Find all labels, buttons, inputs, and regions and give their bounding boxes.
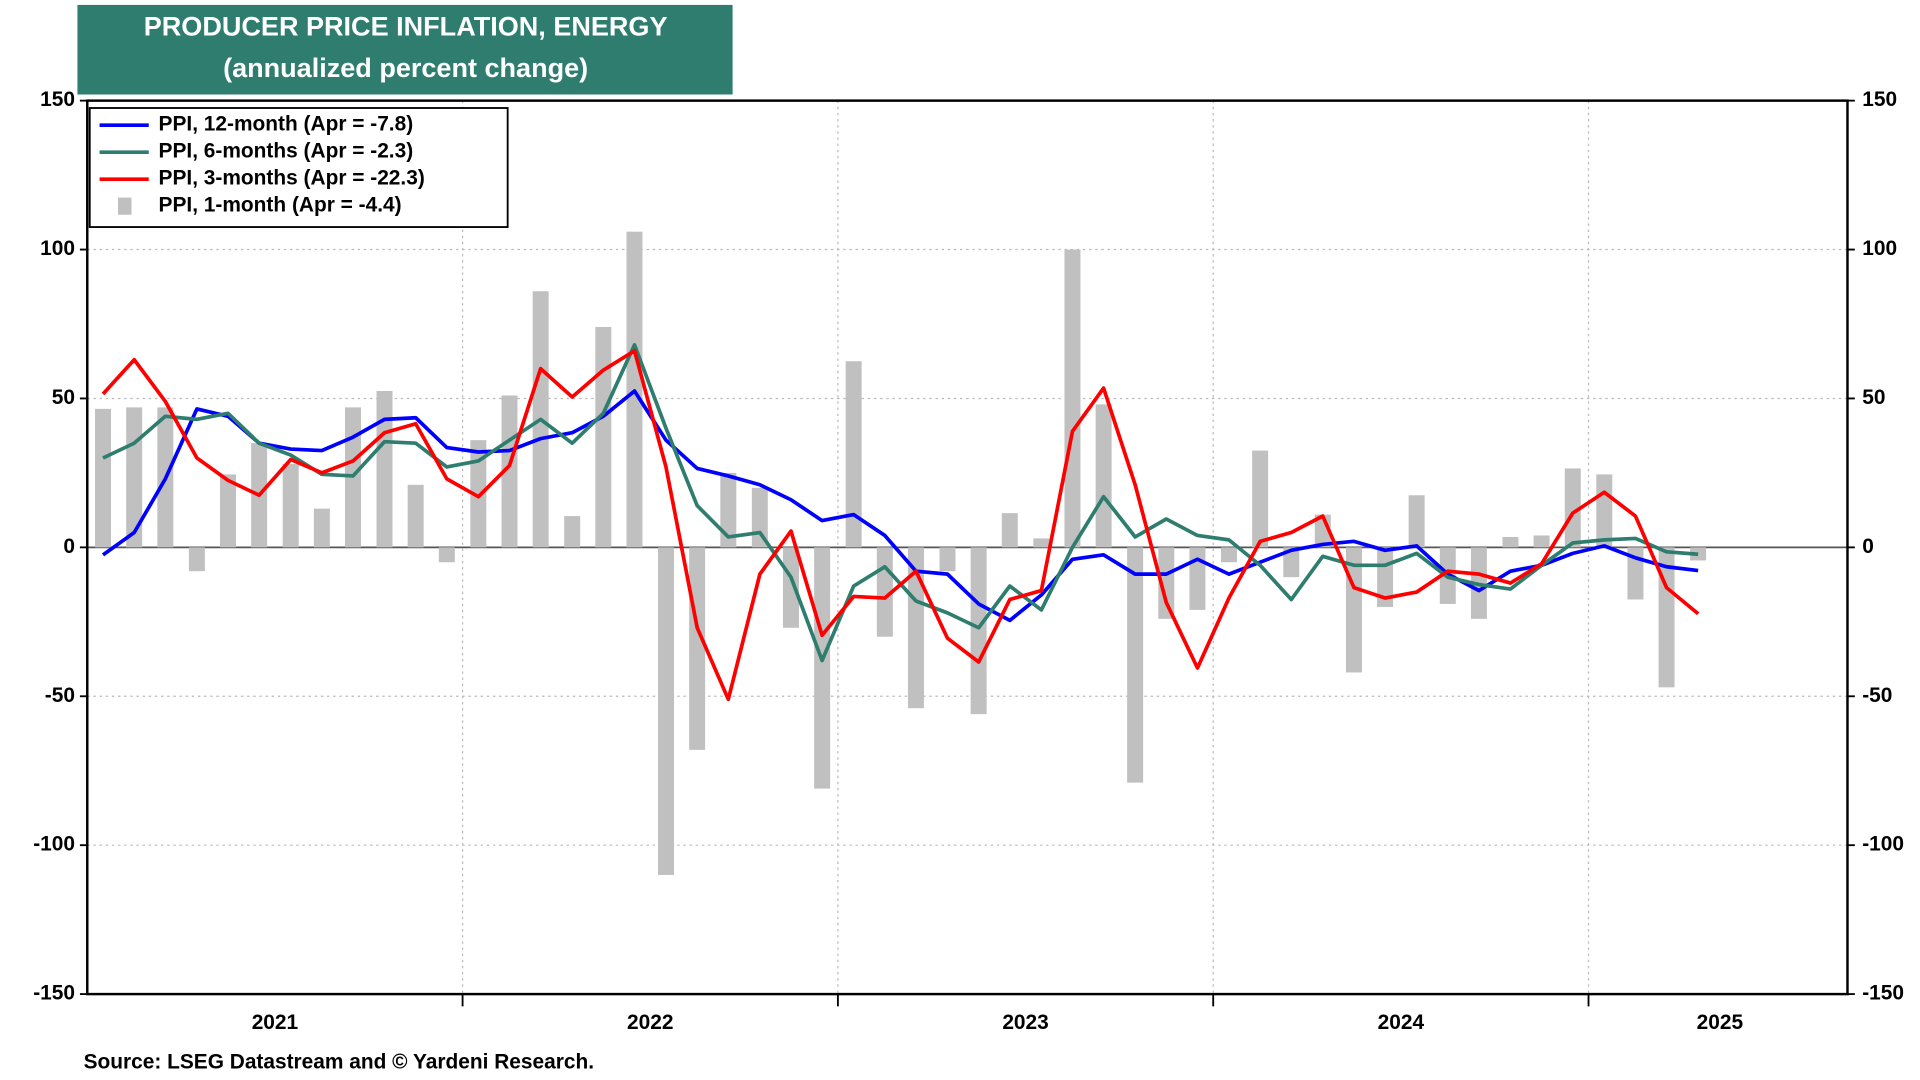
bar	[1064, 249, 1081, 548]
bar	[376, 391, 393, 548]
bar	[1095, 404, 1112, 548]
y-tick-label: 150	[40, 88, 75, 111]
y-tick-label: 100	[40, 237, 75, 260]
bar	[1001, 513, 1018, 548]
bar	[282, 463, 299, 548]
legend-label: PPI, 3-months (Apr = -22.3)	[159, 167, 425, 190]
legend-label: PPI, 6-months (Apr = -2.3)	[159, 140, 414, 163]
y2-tick-label: 0	[1862, 535, 1874, 558]
x-tick-label: 2022	[627, 1011, 673, 1034]
y-tick-label: -100	[33, 833, 75, 856]
bar	[970, 547, 987, 715]
y2-tick-label: 100	[1862, 237, 1897, 260]
bar	[1596, 474, 1613, 548]
bar	[845, 361, 862, 548]
bar	[907, 547, 924, 709]
bar	[1220, 547, 1237, 563]
title-box	[77, 4, 733, 95]
bar	[939, 547, 956, 572]
y2-tick-label: 50	[1862, 386, 1885, 409]
bar	[1189, 547, 1206, 610]
bar	[313, 508, 330, 548]
bar	[689, 547, 706, 750]
x-tick-label: 2023	[1002, 1011, 1048, 1034]
bar	[720, 472, 737, 548]
bar	[564, 516, 581, 548]
bar	[595, 326, 612, 548]
bar	[501, 395, 518, 548]
legend-swatch	[118, 197, 132, 215]
source-note: Source: LSEG Datastream and © Yardeni Re…	[84, 1050, 594, 1073]
y-tick-label: 0	[63, 535, 75, 558]
bar	[1502, 536, 1519, 548]
bar	[188, 547, 205, 572]
legend-label: PPI, 12-month (Apr = -7.8)	[159, 113, 414, 136]
bar	[126, 407, 143, 548]
line-series	[101, 389, 1699, 623]
bar	[1564, 468, 1581, 548]
y-tick-label: -150	[33, 982, 75, 1005]
y2-tick-label: -150	[1862, 982, 1904, 1005]
y2-tick-label: -100	[1862, 833, 1904, 856]
bar	[95, 408, 112, 548]
x-tick-label: 2025	[1697, 1011, 1744, 1034]
bar	[470, 440, 487, 548]
bar	[1033, 538, 1050, 548]
x-tick-label: 2024	[1378, 1011, 1425, 1034]
legend-label: PPI, 1-month (Apr = -4.4)	[159, 194, 402, 217]
y2-tick-label: 150	[1862, 88, 1897, 111]
bar	[1283, 547, 1300, 578]
bar	[814, 547, 831, 789]
bar	[407, 484, 424, 548]
bar	[1252, 450, 1269, 548]
y-tick-label: -50	[45, 684, 75, 707]
bar	[438, 547, 455, 563]
bar	[220, 474, 237, 548]
line-series	[101, 348, 1700, 702]
chart-title: PRODUCER PRICE INFLATION, ENERGY	[144, 11, 668, 41]
line-series	[102, 343, 1699, 663]
bar	[1533, 535, 1550, 548]
bar	[782, 547, 799, 628]
y-tick-label: 50	[52, 386, 75, 409]
legend-box	[88, 107, 509, 228]
x-tick-label: 2021	[252, 1011, 299, 1034]
y2-tick-label: -50	[1862, 684, 1892, 707]
chart-subtitle: (annualized percent change)	[223, 53, 588, 83]
bar	[1408, 495, 1425, 548]
bar	[658, 547, 674, 875]
plot-frame	[86, 99, 1849, 996]
bar	[1127, 547, 1144, 783]
bar	[1158, 547, 1175, 619]
